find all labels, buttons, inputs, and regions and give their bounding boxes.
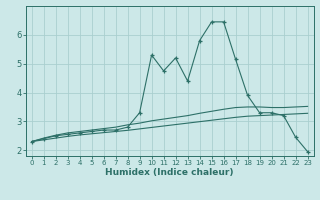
X-axis label: Humidex (Indice chaleur): Humidex (Indice chaleur) [105, 168, 234, 177]
